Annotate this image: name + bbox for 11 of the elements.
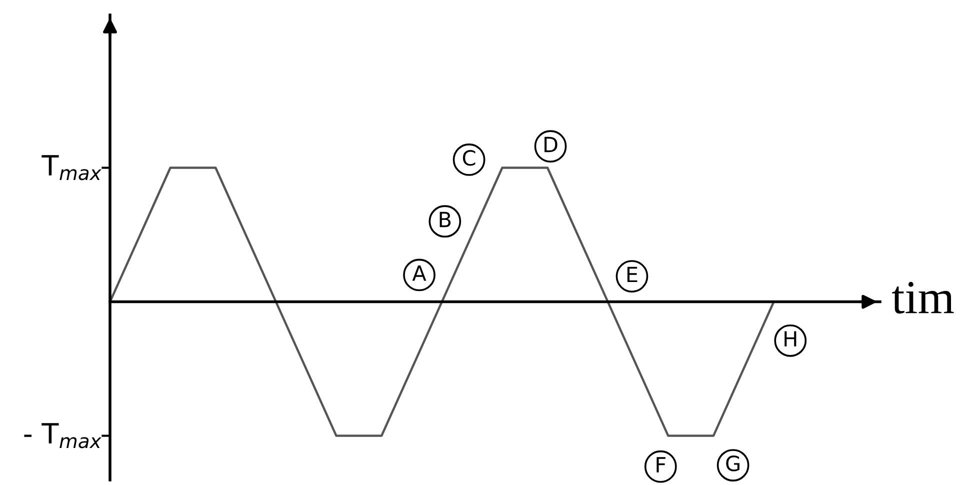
annotation: A	[412, 266, 426, 281]
text: - T$_{max}$	[24, 423, 102, 448]
annotation: B	[440, 212, 451, 228]
annotation: E	[627, 266, 638, 282]
x-axis-title: tim	[892, 282, 954, 314]
text: T$_{max}$	[42, 155, 102, 180]
text: H	[784, 331, 796, 346]
text: G	[726, 456, 740, 472]
text: C	[462, 150, 476, 166]
text: F	[656, 457, 666, 472]
text: D	[544, 136, 558, 152]
